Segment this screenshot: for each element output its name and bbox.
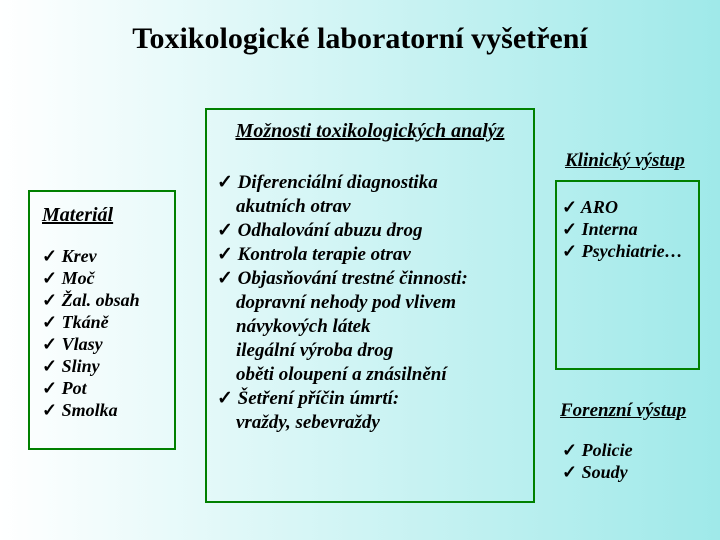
forensic-output-label: Forenzní výstup	[560, 400, 686, 422]
page-title: Toxikologické laboratorní vyšetření	[0, 22, 720, 56]
check-icon: ✓	[217, 172, 233, 193]
clinical-output-item: ✓ Interna	[562, 219, 638, 240]
check-icon: ✓	[562, 197, 577, 217]
check-icon: ✓	[562, 241, 577, 261]
analysis-subline: akutních otrav	[217, 195, 523, 219]
analysis-item: ✓ Kontrola terapie otrav	[217, 243, 523, 267]
forensic-output-item: ✓ Policie	[562, 440, 633, 461]
material-item: ✓ Sliny	[42, 355, 162, 377]
clinical-output-item: ✓ Psychiatrie…	[562, 241, 683, 262]
clinical-output-item: ✓ ARO	[562, 197, 618, 218]
check-icon: ✓	[42, 400, 57, 420]
material-item: ✓ Tkáně	[42, 311, 162, 333]
material-item: ✓ Žal. obsah	[42, 289, 162, 311]
clinical-output-label: Klinický výstup	[565, 150, 685, 172]
material-item: ✓ Pot	[42, 377, 162, 399]
check-icon: ✓	[42, 378, 57, 398]
check-icon: ✓	[562, 440, 577, 460]
check-icon: ✓	[217, 388, 233, 409]
analysis-item: ✓ Diferenciální diagnostika	[217, 171, 523, 195]
check-icon: ✓	[42, 290, 57, 310]
check-icon: ✓	[217, 244, 233, 265]
material-title: Materiál	[42, 204, 162, 227]
analyses-box: Možnosti toxikologických analýz ✓ Difere…	[205, 108, 535, 503]
check-icon: ✓	[217, 220, 233, 241]
analyses-list: ✓ Diferenciální diagnostika akutních otr…	[217, 171, 523, 435]
analysis-item: ✓ Šetření příčin úmrtí:	[217, 387, 523, 411]
check-icon: ✓	[562, 462, 577, 482]
check-icon: ✓	[42, 356, 57, 376]
analysis-subline: oběti oloupení a znásilnění	[217, 363, 523, 387]
analysis-item: ✓ Objasňování trestné činnosti:	[217, 267, 523, 291]
material-item: ✓ Krev	[42, 245, 162, 267]
check-icon: ✓	[562, 219, 577, 239]
analysis-subline: návykových látek	[217, 315, 523, 339]
material-box: Materiál ✓ Krev✓ Moč✓ Žal. obsah✓ Tkáně✓…	[28, 190, 176, 450]
material-item: ✓ Moč	[42, 267, 162, 289]
analysis-item: ✓ Odhalování abuzu drog	[217, 219, 523, 243]
analyses-title: Možnosti toxikologických analýz	[217, 120, 523, 143]
check-icon: ✓	[42, 268, 57, 288]
material-item: ✓ Smolka	[42, 399, 162, 421]
analysis-subline: ilegální výroba drog	[217, 339, 523, 363]
analysis-subline: dopravní nehody pod vlivem	[217, 291, 523, 315]
check-icon: ✓	[42, 312, 57, 332]
analysis-subline: vraždy, sebevraždy	[217, 411, 523, 435]
check-icon: ✓	[42, 246, 57, 266]
check-icon: ✓	[217, 268, 233, 289]
forensic-output-item: ✓ Soudy	[562, 462, 628, 483]
material-list: ✓ Krev✓ Moč✓ Žal. obsah✓ Tkáně✓ Vlasy✓ S…	[42, 245, 162, 421]
material-item: ✓ Vlasy	[42, 333, 162, 355]
check-icon: ✓	[42, 334, 57, 354]
